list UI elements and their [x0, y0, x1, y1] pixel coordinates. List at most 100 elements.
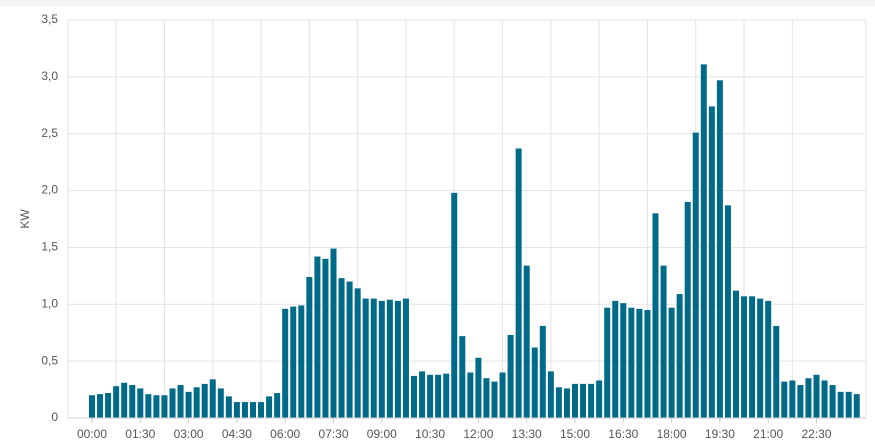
bar	[507, 334, 514, 418]
bar	[451, 192, 458, 418]
x-tick-label: 10:30	[415, 427, 445, 441]
x-tick-label: 22:30	[801, 427, 831, 441]
x-tick-label: 18:00	[657, 427, 687, 441]
bar	[620, 303, 627, 418]
bar	[636, 308, 643, 418]
bar	[169, 388, 176, 418]
y-tick-label: 0	[51, 410, 58, 424]
bar	[781, 381, 788, 418]
x-tick-label: 06:00	[270, 427, 300, 441]
bar	[411, 375, 417, 418]
bar	[773, 325, 780, 418]
bar	[805, 378, 812, 418]
bar	[652, 213, 659, 418]
x-tick-label: 13:30	[512, 427, 542, 441]
bar	[797, 385, 804, 418]
bar	[813, 374, 820, 418]
bar	[137, 388, 144, 418]
x-tick-label: 09:00	[367, 427, 397, 441]
bar	[724, 205, 731, 418]
bar	[330, 248, 337, 418]
y-tick-label: 1,5	[41, 240, 58, 254]
bar	[612, 300, 619, 418]
x-tick-label: 19:30	[705, 427, 735, 441]
x-tick-label: 04:30	[222, 427, 252, 441]
bar	[306, 276, 313, 418]
bar	[749, 296, 756, 418]
bar	[113, 386, 120, 418]
x-tick-label: 01:30	[125, 427, 155, 441]
bar	[829, 385, 836, 418]
bar	[765, 300, 772, 418]
x-tick-label: 00:00	[77, 427, 107, 441]
bar	[161, 395, 168, 418]
bar	[853, 394, 860, 418]
bar	[386, 299, 393, 418]
bar	[523, 265, 530, 418]
y-tick-label: 2,0	[41, 183, 58, 197]
bar	[572, 383, 578, 418]
bar	[217, 388, 224, 418]
bar	[628, 307, 635, 418]
bar	[531, 347, 538, 418]
x-tick-label: 03:00	[174, 427, 204, 441]
bar	[588, 383, 595, 418]
bar	[322, 258, 329, 418]
bar	[467, 372, 474, 418]
bar	[837, 391, 844, 418]
bar	[89, 395, 95, 418]
bar	[354, 288, 361, 418]
bar	[660, 265, 667, 418]
bar	[547, 371, 554, 418]
bar	[419, 371, 426, 418]
bar	[153, 395, 160, 418]
bar	[258, 402, 265, 418]
bar	[515, 148, 522, 419]
bar	[274, 392, 281, 418]
bar	[459, 336, 466, 418]
bar	[177, 385, 184, 418]
bar	[668, 307, 675, 418]
bar	[692, 132, 699, 418]
bar	[700, 64, 707, 418]
bar	[129, 385, 136, 418]
bar	[580, 383, 587, 418]
y-tick-label: 0,5	[41, 353, 58, 367]
bar	[121, 382, 128, 418]
bar	[241, 402, 248, 418]
x-tick-label: 07:30	[318, 427, 348, 441]
bar	[539, 325, 546, 418]
bar	[298, 305, 305, 418]
y-tick-label: 1,0	[41, 296, 58, 310]
y-axis-title: KW	[18, 209, 32, 229]
bar	[435, 374, 442, 418]
bar	[282, 308, 289, 418]
bar	[378, 300, 385, 418]
bar	[394, 300, 401, 418]
bar	[475, 357, 482, 418]
bar	[225, 396, 232, 418]
x-tick-label: 12:00	[463, 427, 493, 441]
bar	[708, 106, 715, 419]
x-tick-label: 16:30	[608, 427, 638, 441]
y-tick-label: 2,5	[41, 126, 58, 140]
bar	[346, 281, 353, 418]
bar	[427, 374, 434, 418]
x-tick-label: 21:00	[753, 427, 783, 441]
bar	[362, 298, 369, 418]
y-tick-label: 3,0	[41, 69, 58, 83]
y-tick-label: 3,5	[41, 12, 58, 26]
bar	[757, 298, 764, 418]
bar	[266, 396, 273, 418]
bar	[338, 278, 345, 418]
bar	[741, 296, 748, 418]
bar	[209, 379, 216, 418]
bar	[499, 372, 506, 418]
bar	[145, 394, 152, 418]
bar	[193, 387, 200, 418]
bar	[644, 309, 651, 418]
bar	[483, 378, 490, 418]
bar	[845, 391, 852, 418]
bar	[290, 306, 297, 418]
